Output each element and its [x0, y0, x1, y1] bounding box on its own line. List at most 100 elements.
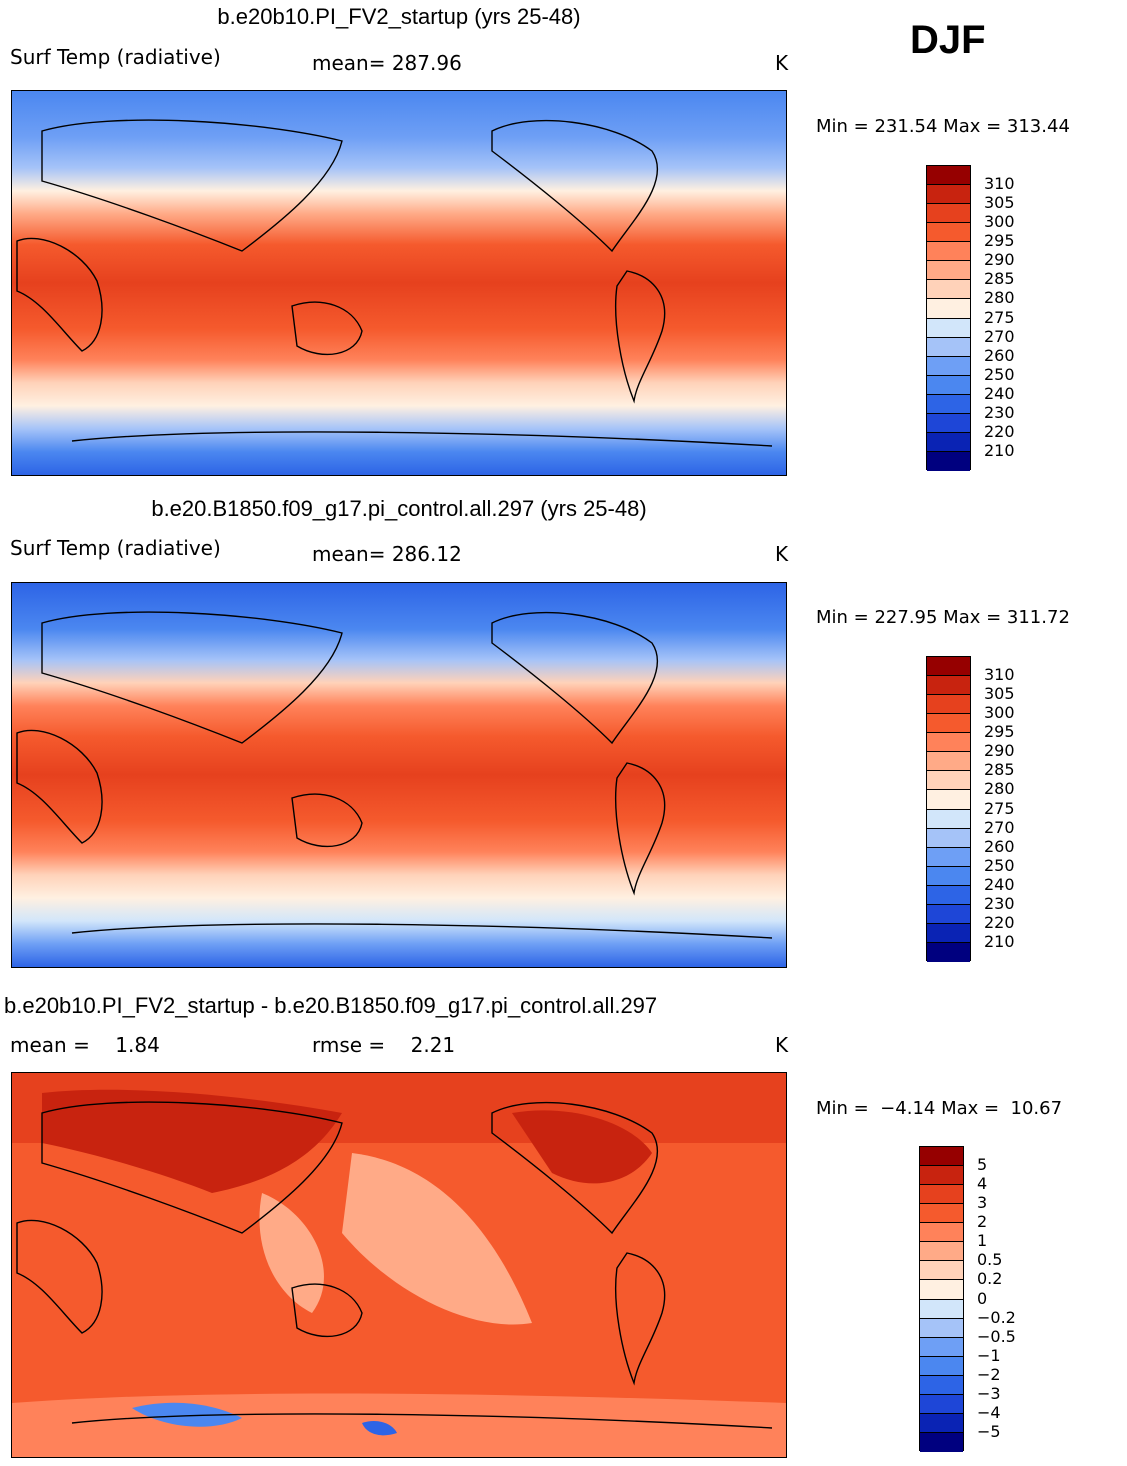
- panel-3-colorbar-swatch: [920, 1413, 963, 1433]
- panel-1-colorbar-swatch: [927, 432, 970, 452]
- panel-3-title: b.e20b10.PI_FV2_startup - b.e20.B1850.f0…: [4, 993, 658, 1018]
- panel-3-colorbar-tick-label: −2: [977, 1364, 1001, 1384]
- africa-outline: [16, 237, 103, 352]
- panel-3-colorbar-tick-label: 1: [977, 1231, 988, 1251]
- panel-1-colorbar-swatch: [927, 261, 970, 281]
- panel-3-colorbar-tick-label: −0.2: [977, 1307, 1016, 1327]
- panel-1-colorbar-tick-label: 250: [984, 364, 1015, 384]
- panel-1-colorbar-swatch: [927, 223, 970, 243]
- panel-1-colorbar-tick-label: 270: [984, 326, 1015, 346]
- panel-2-colorbar-swatch: [927, 733, 970, 753]
- panel-2-colorbar-tick-label: 210: [984, 931, 1015, 951]
- panel-2-colorbar-tick-label: 285: [984, 760, 1015, 780]
- panel-3-colorbar-swatch: [920, 1394, 963, 1414]
- panel-3-colorbar-swatch: [920, 1375, 963, 1395]
- panel-1-variable-label: Surf Temp (radiative): [10, 45, 221, 69]
- panel-2-colorbar-tick-label: 310: [984, 665, 1015, 685]
- panel-1-title: b.e20b10.PI_FV2_startup (yrs 25-48): [217, 4, 581, 29]
- panel-2-colorbar-tick-label: 290: [984, 741, 1015, 761]
- panel-3-colorbar-tick-label: −3: [977, 1383, 1001, 1403]
- panel-2-units: K: [775, 542, 789, 566]
- panel-2-colorbar-tick-label: 295: [984, 722, 1015, 742]
- panel-1-colorbar-tick-label: 275: [984, 307, 1015, 327]
- panel-2-colorbar-tick-label: 250: [984, 855, 1015, 875]
- panel-2-colorbar-swatch: [927, 866, 970, 886]
- panel-3-colorbar-swatch: [920, 1318, 963, 1338]
- panel-2-colorbar-swatch: [927, 809, 970, 829]
- panel-1-map: [11, 90, 787, 476]
- panel-3-colorbar-tick-label: 0: [977, 1288, 988, 1308]
- panel-3-colorbar-swatch: [920, 1166, 963, 1186]
- panel-1-colorbar-swatch: [927, 204, 970, 224]
- south-america-outline: [614, 270, 666, 404]
- panel-2-colorbar-tick-label: 240: [984, 874, 1015, 894]
- panel-2-colorbar-swatch: [927, 657, 970, 677]
- australia-outline: [291, 301, 363, 356]
- panel-1-units: K: [775, 51, 789, 75]
- panel-3-colorbar-swatch: [920, 1261, 963, 1281]
- panel-2-colorbar-swatch: [927, 676, 970, 696]
- panel-1-colorbar-swatch: [927, 394, 970, 414]
- panel-1-colorbar-swatch: [927, 413, 970, 433]
- panel-3-colorbar-swatch: [920, 1280, 963, 1300]
- panel-2-colorbar-tick-label: 220: [984, 912, 1015, 932]
- panel-2-variable-label: Surf Temp (radiative): [10, 536, 221, 560]
- panel-2-mean-label: mean= 286.12: [312, 542, 462, 566]
- panel-2-colorbar-tick-label: 305: [984, 684, 1015, 704]
- panel-3-colorbar-tick-label: 2: [977, 1212, 988, 1232]
- panel-3-colorbar-tick-label: 3: [977, 1193, 988, 1213]
- panel-3-colorbar-swatch: [920, 1337, 963, 1357]
- panel-2-colorbar-swatch: [927, 714, 970, 734]
- panel-1-colorbar-tick-label: 310: [984, 174, 1015, 194]
- panel-2-colorbar-swatch: [927, 847, 970, 867]
- panel-2-colorbar-swatch: [927, 828, 970, 848]
- panel-1-colorbar-tick-label: 240: [984, 383, 1015, 403]
- panel-3-colorbar-tick-label: −1: [977, 1345, 1001, 1365]
- panel-2-colorbar-swatch: [927, 790, 970, 810]
- panel-1-colorbar-tick-label: 280: [984, 288, 1015, 308]
- panel-2-colorbar-swatch: [927, 904, 970, 924]
- panel-2-colorbar-tick-label: 280: [984, 779, 1015, 799]
- eurasia-outline: [41, 119, 343, 252]
- panel-2-map: [11, 582, 787, 968]
- north-america-outline: [491, 119, 659, 253]
- panel-2-colorbar-tick-label: 300: [984, 703, 1015, 723]
- panel-3-rmse-label: rmse = 2.21: [312, 1033, 456, 1057]
- panel-2-colorbar-swatch: [927, 771, 970, 791]
- panel-3-colorbar-tick-label: 0.2: [977, 1269, 1003, 1289]
- panel-1-colorbar-swatch: [927, 337, 970, 357]
- panel-2-colorbar-swatch: [927, 942, 970, 962]
- panel-1-mean-label: mean= 287.96: [312, 51, 462, 75]
- panel-2-colorbar-swatch: [927, 752, 970, 772]
- panel-1-colorbar-swatch: [927, 375, 970, 395]
- panel-3-colorbar-swatch: [920, 1147, 963, 1167]
- panel-1-colorbar-swatch: [927, 356, 970, 376]
- panel-1-colorbar-tick-label: 210: [984, 440, 1015, 460]
- panel-3-colorbar-swatch: [920, 1223, 963, 1243]
- panel-3-map: [11, 1072, 787, 1458]
- panel-3-colorbar-swatch: [920, 1185, 963, 1205]
- panel-1-colorbar-tick-label: 285: [984, 269, 1015, 289]
- panel-1-map-svg: [12, 91, 786, 475]
- panel-3-colorbar-swatch: [920, 1432, 963, 1452]
- panel-3-colorbar-tick-label: −5: [977, 1421, 1001, 1441]
- panel-1-colorbar-tick-label: 295: [984, 231, 1015, 251]
- panel-2-colorbar-swatch: [927, 885, 970, 905]
- panel-1-colorbar-tick-label: 230: [984, 402, 1015, 422]
- panel-3-colorbar-tick-label: 5: [977, 1155, 988, 1175]
- panel-2-colorbar-tick-label: 230: [984, 893, 1015, 913]
- panel-3-colorbar-tick-label: −0.5: [977, 1326, 1016, 1346]
- panel-3-colorbar-tick-label: −4: [977, 1402, 1001, 1422]
- panel-3-colorbar-swatch: [920, 1356, 963, 1376]
- panel-1-colorbar-swatch: [927, 299, 970, 319]
- panel-2-minmax: Min = 227.95 Max = 311.72: [816, 607, 1070, 628]
- panel-3-units: K: [775, 1033, 789, 1057]
- panel-2-colorbar-tick-label: 260: [984, 836, 1015, 856]
- panel-3-colorbar-swatch: [920, 1242, 963, 1262]
- antarctica-outline: [71, 431, 773, 447]
- panel-3-colorbar-swatch: [920, 1204, 963, 1224]
- panel-1-colorbar-tick-label: 290: [984, 250, 1015, 270]
- panel-1-colorbar-swatch: [927, 166, 970, 186]
- panel-1-colorbar-swatch: [927, 318, 970, 338]
- panel-3-colorbar-tick-label: 4: [977, 1174, 988, 1194]
